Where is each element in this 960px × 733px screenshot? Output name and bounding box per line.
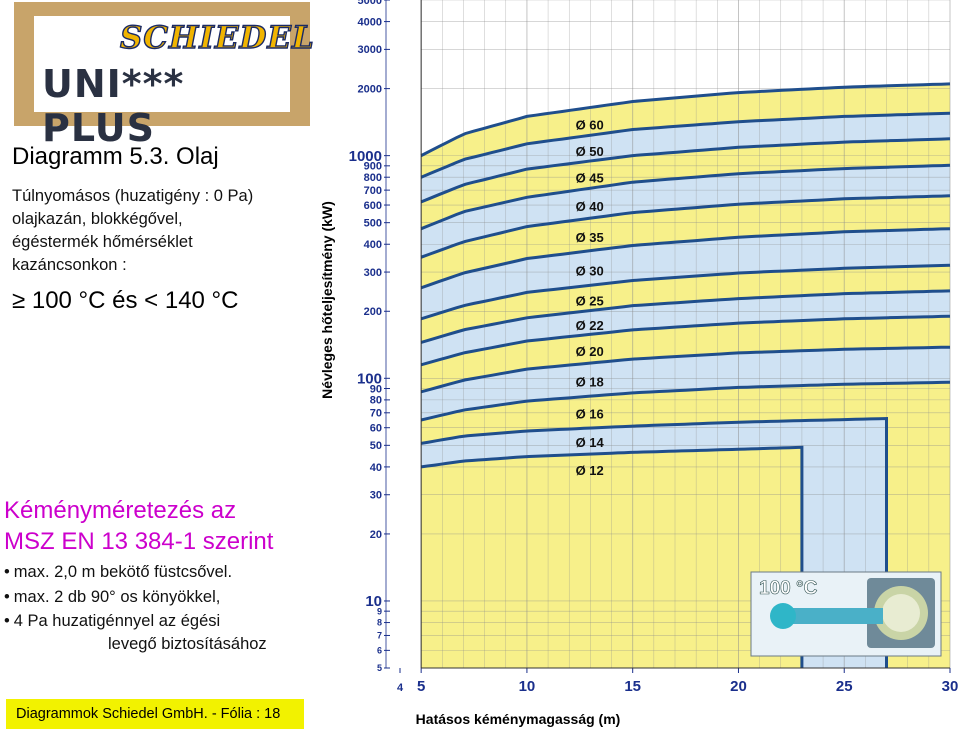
y-tick-label: 600 <box>364 200 382 212</box>
boundary-50 <box>420 111 951 179</box>
y-tick-label: 20 <box>370 529 382 541</box>
series-label: Ø 22 <box>576 318 604 333</box>
series-label: Ø 16 <box>576 406 604 421</box>
y-tick-label: 7 <box>377 631 382 641</box>
description-line: kazáncsonkon : <box>12 256 127 274</box>
footer-text: Diagrammok Schiedel GmbH. - Fólia : 18 <box>16 706 281 722</box>
description-line: Túlnyomásos (huzatigény : 0 Pa) <box>12 187 254 205</box>
y-tick-label: 5000 <box>358 0 382 7</box>
bullet-item: • 4 Pa huzatigénnyel az égési <box>4 612 221 630</box>
x-tick-label: 30 <box>942 678 959 695</box>
chimney-sizing-chart: Ø 12 Ø 14 Ø 16 Ø 18 Ø 20 Ø 22 Ø 25 Ø 30 Ø 35 Ø 40… <box>319 0 959 727</box>
boundary-12 <box>420 445 804 668</box>
boundary-45 <box>420 137 951 204</box>
diagram-title: Diagramm 5.3. Olaj <box>12 143 219 170</box>
boiler-icon <box>770 603 796 629</box>
y-tick-label: 9 <box>377 606 382 616</box>
bullet-item: • max. 2,0 m bekötő füstcsővel. <box>4 563 233 581</box>
bullet-text: max. 2,0 m bekötő füstcsővel. <box>13 563 233 581</box>
series-label: Ø 25 <box>576 293 604 308</box>
x-axis: 4 5 10 15 20 25 30 <box>397 667 959 695</box>
series-label: Ø 30 <box>576 263 604 278</box>
sizing-title: Kéményméretezés az <box>4 497 237 524</box>
logo-frame: SCHIEDEL UNI*** PLUS <box>14 2 315 150</box>
x-tick-label: 25 <box>836 678 853 695</box>
y-tick-label: 1000 <box>349 148 382 165</box>
series-label: Ø 60 <box>576 117 604 132</box>
x-axis-title: Hatásos kéménymagasság (m) <box>416 711 621 727</box>
series-label: Ø 14 <box>576 435 605 450</box>
series-label: Ø 50 <box>576 144 604 159</box>
x-tick-label: 15 <box>624 678 641 695</box>
description-line: égéstermék hőmérséklet <box>12 233 193 251</box>
boundary-18 <box>420 345 951 394</box>
y-tick-label: 800 <box>364 172 382 184</box>
y-tick-label: 500 <box>364 218 382 230</box>
band-layer <box>421 0 951 669</box>
series-label: Ø 20 <box>576 344 604 359</box>
series-label: Ø 18 <box>576 374 604 389</box>
bullet-text: max. 2 db 90° os könyökkel, <box>13 588 221 606</box>
flue-ring-inner <box>882 594 920 632</box>
footer-banner: Diagrammok Schiedel GmbH. - Fólia : 18 <box>6 699 304 729</box>
x-tick-label: 4 <box>397 682 404 694</box>
bullet-item: • max. 2 db 90° os könyökkel, <box>4 588 221 606</box>
x-tick-label: 5 <box>417 678 425 695</box>
y-tick-label: 900 <box>364 161 382 173</box>
y-tick-label: 8 <box>377 618 382 628</box>
y-tick-label: 90 <box>370 383 382 395</box>
boundary-layer <box>420 82 951 668</box>
boundary-16 <box>420 380 951 422</box>
logo-brand-text: SCHIEDEL <box>119 19 315 56</box>
y-tick-label: 60 <box>370 423 382 435</box>
x-tick-label: 10 <box>519 678 536 695</box>
y-tick-label: 30 <box>370 490 382 502</box>
series-label: Ø 12 <box>576 463 604 478</box>
boundary-40 <box>420 163 951 231</box>
logo: SCHIEDEL UNI*** PLUS <box>34 16 315 150</box>
y-tick-label: 6 <box>377 646 382 656</box>
bullet-continuation: levegő biztosításához <box>108 635 267 653</box>
y-tick-label: 5 <box>377 663 382 673</box>
y-tick-label: 100 <box>357 371 382 388</box>
series-label: Ø 45 <box>576 170 604 185</box>
series-label: Ø 40 <box>576 199 604 214</box>
boundary-35 <box>420 194 951 259</box>
y-tick-label: 200 <box>364 306 382 318</box>
y-tick-label: 300 <box>364 267 382 279</box>
bullet-text: 4 Pa huzatigénnyel az égési <box>13 612 221 630</box>
y-tick-label: 400 <box>364 239 382 251</box>
y-tick-label: 10 <box>365 593 382 610</box>
sizing-standard: MSZ EN 13 384-1 szerint <box>4 528 274 555</box>
x-tick-label: 20 <box>730 678 747 695</box>
logo-product-text: UNI*** PLUS <box>42 62 185 150</box>
boundary-30 <box>420 227 951 290</box>
boundary-25 <box>420 263 951 321</box>
temperature-inset: 100 °C <box>750 571 942 657</box>
y-tick-label: 3000 <box>358 44 382 56</box>
boundary-14 <box>420 416 888 668</box>
y-tick-label: 2000 <box>358 83 382 95</box>
flue-pipe <box>775 608 883 624</box>
inset-temperature-label: 100 °C <box>759 578 818 599</box>
description-line: olajkazán, blokkégővel, <box>12 210 183 228</box>
series-label: Ø 35 <box>576 230 604 245</box>
y-tick-label: 50 <box>370 440 382 452</box>
boundary-20 <box>420 314 951 367</box>
y-axis-title: Névleges hőteljesítmény (kW) <box>319 201 335 399</box>
y-tick-label: 80 <box>370 395 382 407</box>
boundary-60 <box>420 82 951 158</box>
y-tick-label: 4000 <box>358 16 382 28</box>
y-tick-label: 70 <box>370 408 382 420</box>
y-tick-label: 700 <box>364 185 382 197</box>
boundary-22 <box>420 289 951 344</box>
temperature-range: ≥ 100 °C és < 140 °C <box>12 287 239 314</box>
series-label-layer: Ø 12 Ø 14 Ø 16 Ø 18 Ø 20 Ø 22 Ø 25 Ø 30 Ø 35 Ø 40… <box>576 117 605 478</box>
y-tick-label: 40 <box>370 462 382 474</box>
